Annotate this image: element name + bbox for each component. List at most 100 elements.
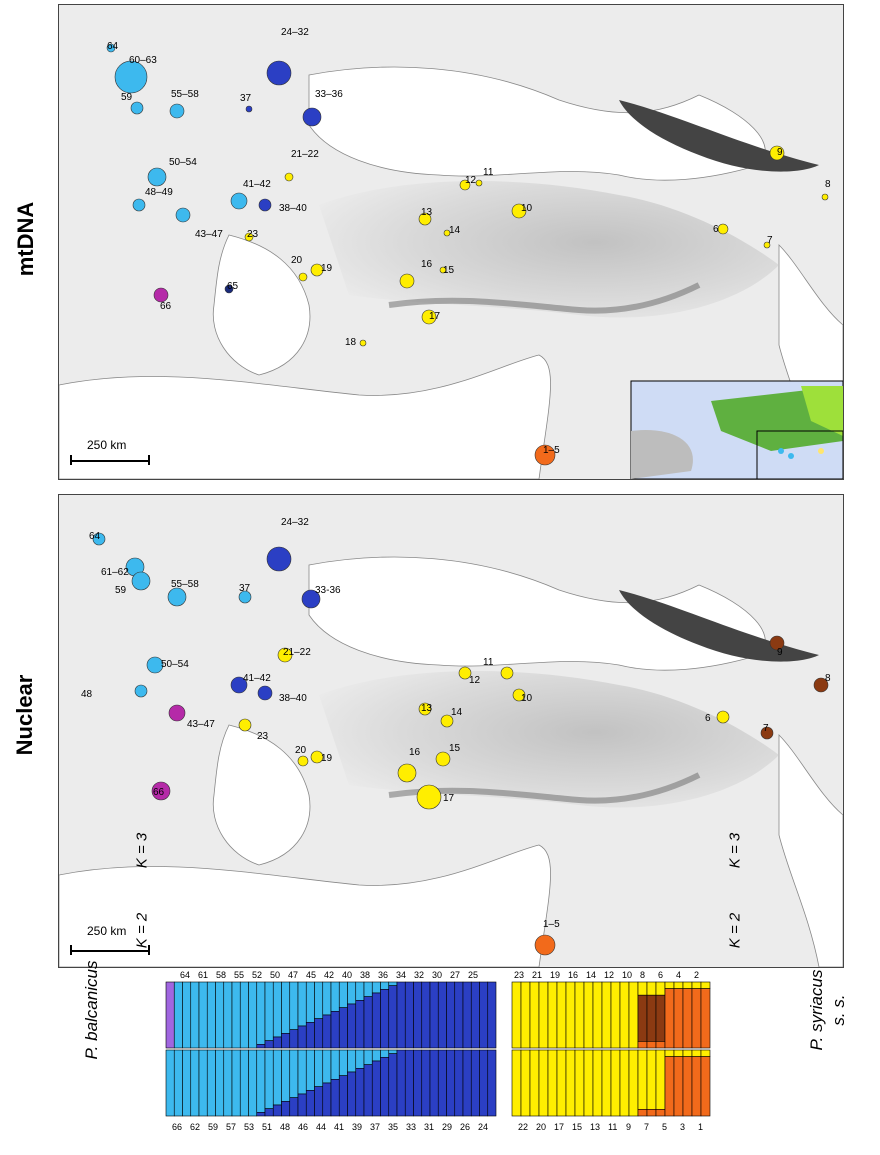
k2-bar-dark	[264, 1108, 274, 1117]
k2-bar-light	[190, 1049, 200, 1117]
k2-bar-orange	[673, 1056, 684, 1117]
k3-bar-light	[289, 981, 299, 1030]
k3-bar-yellow	[592, 981, 603, 1049]
k3-bar-yellow	[673, 981, 684, 989]
k2-bar-light	[182, 1049, 192, 1117]
k2-bar-light	[380, 1049, 390, 1058]
bottom-sample-label: 41	[334, 1122, 344, 1132]
k2-bar-dark	[338, 1075, 348, 1117]
k2-bar-dark	[256, 1112, 266, 1117]
sample-site	[167, 587, 187, 607]
top-sample-label: 64	[180, 970, 190, 980]
k2-bar-light	[223, 1049, 233, 1117]
k3-bar-dark	[396, 981, 406, 1049]
k2-bar-orange	[664, 1056, 675, 1117]
site-label: 16	[409, 747, 421, 758]
k3-bar-light	[314, 981, 324, 1019]
sample-site	[813, 677, 829, 693]
k3-bar-orange	[637, 1041, 648, 1049]
k3-bar-dark	[454, 981, 464, 1049]
mtdna-map-panel: 250 km 64 60–63 59 55–58 37 24–32 33–36 21–22 41…	[58, 4, 844, 480]
nuclear-map: 250 km 64 61–62 59 55–58 37 24–32 33-36 21–22 41…	[59, 495, 843, 967]
site-label: 41–42	[243, 179, 271, 190]
k3-bar-yellow	[682, 981, 693, 989]
k3-bar-dark	[272, 1036, 282, 1049]
sample-site	[131, 571, 151, 591]
site-label: 43–47	[187, 719, 215, 730]
k3-bar-dark	[297, 1025, 307, 1049]
top-sample-label: 47	[288, 970, 298, 980]
k2-bar-yellow	[646, 1049, 657, 1110]
sample-site	[399, 273, 415, 289]
k2-bar-light	[297, 1049, 307, 1095]
site-label: 21–22	[291, 149, 319, 160]
site-label: 66	[153, 787, 165, 798]
scale-text: 250 km	[87, 438, 126, 452]
aegean-sea	[212, 234, 311, 376]
k3-bar-yellow	[520, 981, 531, 1049]
sample-site	[284, 172, 294, 182]
sample-site	[298, 272, 308, 282]
k2-bar-dark	[462, 1049, 472, 1117]
anatolia-plateau	[319, 181, 779, 318]
top-sample-label: 42	[324, 970, 334, 980]
k3-bar-brown	[637, 994, 648, 1042]
top-sample-label: 2	[694, 970, 699, 980]
sample-site	[534, 444, 556, 466]
site-label: 19	[321, 263, 333, 274]
sample-site	[440, 714, 454, 728]
k3-bar-light	[330, 981, 340, 1012]
k2-bar-dark	[380, 1057, 390, 1117]
k2-bar-light	[206, 1049, 216, 1117]
k3-bar-yellow	[646, 981, 657, 996]
site-label: 9	[777, 647, 783, 658]
k2-bar-light	[347, 1049, 357, 1073]
bottom-sample-label: 46	[298, 1122, 308, 1132]
k3-bar-dark	[281, 1033, 291, 1049]
site-label: 38–40	[279, 203, 307, 214]
sample-site	[146, 656, 164, 674]
k3-bar-light	[182, 981, 192, 1049]
top-sample-label: 23	[514, 970, 524, 980]
k2-bar-light	[388, 1049, 398, 1054]
mtdna-label: mtDNA	[13, 201, 38, 277]
k3-bar-dark	[388, 985, 398, 1049]
k3-bar-yellow	[655, 981, 666, 996]
k2-bar-orange	[646, 1109, 657, 1117]
site-label: 17	[429, 311, 441, 322]
k3-bar-light	[347, 981, 357, 1005]
site-label: 11	[483, 657, 494, 668]
site-label: 6	[705, 713, 711, 724]
sample-site	[717, 223, 729, 235]
site-label: 11	[483, 167, 494, 178]
sample-site	[302, 107, 322, 127]
sample-site	[238, 590, 252, 604]
scale-bar: 250 km	[70, 924, 150, 955]
k2-bar-light	[198, 1049, 208, 1117]
k3-bar-dark	[264, 1040, 274, 1049]
bottom-sample-label: 7	[644, 1122, 649, 1132]
top-sample-label: 21	[532, 970, 542, 980]
bottom-sample-label: 44	[316, 1122, 326, 1132]
bottom-sample-label: 31	[424, 1122, 434, 1132]
site-label: 12	[469, 675, 481, 686]
top-sample-label: 50	[270, 970, 280, 980]
sample-site	[106, 43, 116, 53]
sample-site	[769, 635, 785, 651]
k2-bar-orange	[655, 1109, 666, 1117]
sample-site	[132, 198, 146, 212]
sample-site	[244, 232, 254, 242]
site-label: 14	[449, 225, 461, 236]
nuclear-label: Nuclear	[12, 674, 37, 756]
bottom-sample-label: 29	[442, 1122, 452, 1132]
k2-bar-dark	[355, 1068, 365, 1117]
site-label: 16	[421, 259, 433, 270]
mtdna-map: 250 km 64 60–63 59 55–58 37 24–32 33–36 21–22 41…	[59, 5, 843, 479]
bottom-sample-label: 1	[698, 1122, 703, 1132]
sample-site	[439, 266, 447, 274]
k2-bar-yellow	[529, 1049, 540, 1117]
inset-map	[630, 380, 843, 479]
k2-bar-dark	[272, 1104, 282, 1117]
site-label: 12	[465, 175, 477, 186]
top-sample-label: 55	[234, 970, 244, 980]
